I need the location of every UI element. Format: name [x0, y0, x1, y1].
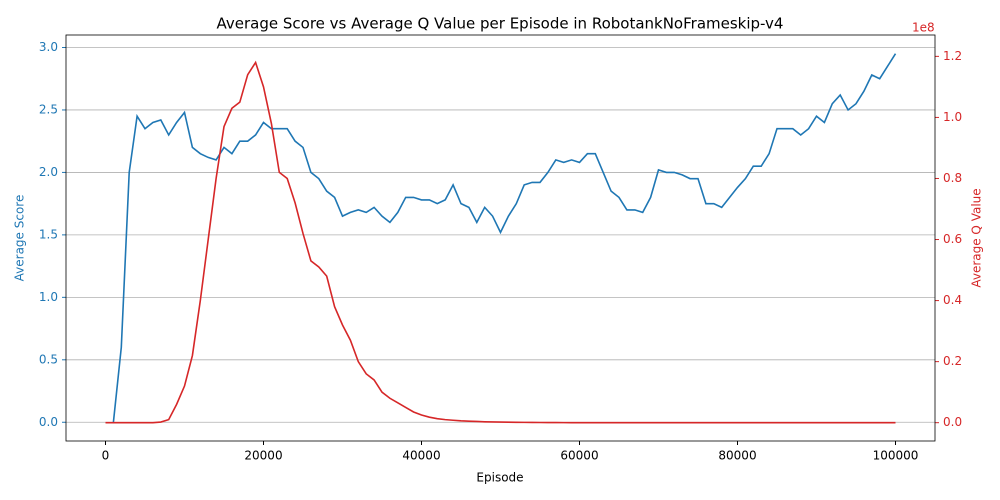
y2-tick-label: 0.4: [943, 293, 962, 307]
chart-title: Average Score vs Average Q Value per Epi…: [217, 15, 784, 33]
y2-axis-label: Average Q Value: [970, 188, 984, 287]
y2-tick-label: 1.2: [943, 49, 962, 63]
x-tick-label: 40000: [402, 449, 440, 463]
y2-tick-label: 0.0: [943, 415, 962, 429]
x-tick-label: 80000: [718, 449, 756, 463]
y-axis-label: Average Score: [13, 195, 27, 282]
y-tick-label: 0.5: [39, 352, 58, 366]
y-tick-label: 2.0: [39, 165, 58, 179]
y2-tick-label: 1.0: [943, 110, 962, 124]
series-line: [112, 53, 897, 423]
y-tick-label: 1.0: [39, 290, 58, 304]
x-tick-label: 60000: [560, 449, 598, 463]
plot-frame: [65, 34, 936, 442]
y-tick-label: 1.5: [39, 227, 58, 241]
x-tick-label: 100000: [873, 449, 919, 463]
y2-tick-label: 0.8: [943, 171, 962, 185]
x-axis-label: Episode: [476, 471, 523, 485]
series-line: [105, 60, 896, 424]
y2-tick-label: 0.2: [943, 354, 962, 368]
x-tick-label: 20000: [244, 449, 282, 463]
y-tick-label: 2.5: [39, 102, 58, 116]
x-tick-label: 0: [102, 449, 110, 463]
y-tick-label: 3.0: [39, 40, 58, 54]
y2-offset-label: 1e8: [912, 21, 935, 35]
y-tick-label: 0.0: [39, 415, 58, 429]
y2-tick-label: 0.6: [943, 232, 962, 246]
